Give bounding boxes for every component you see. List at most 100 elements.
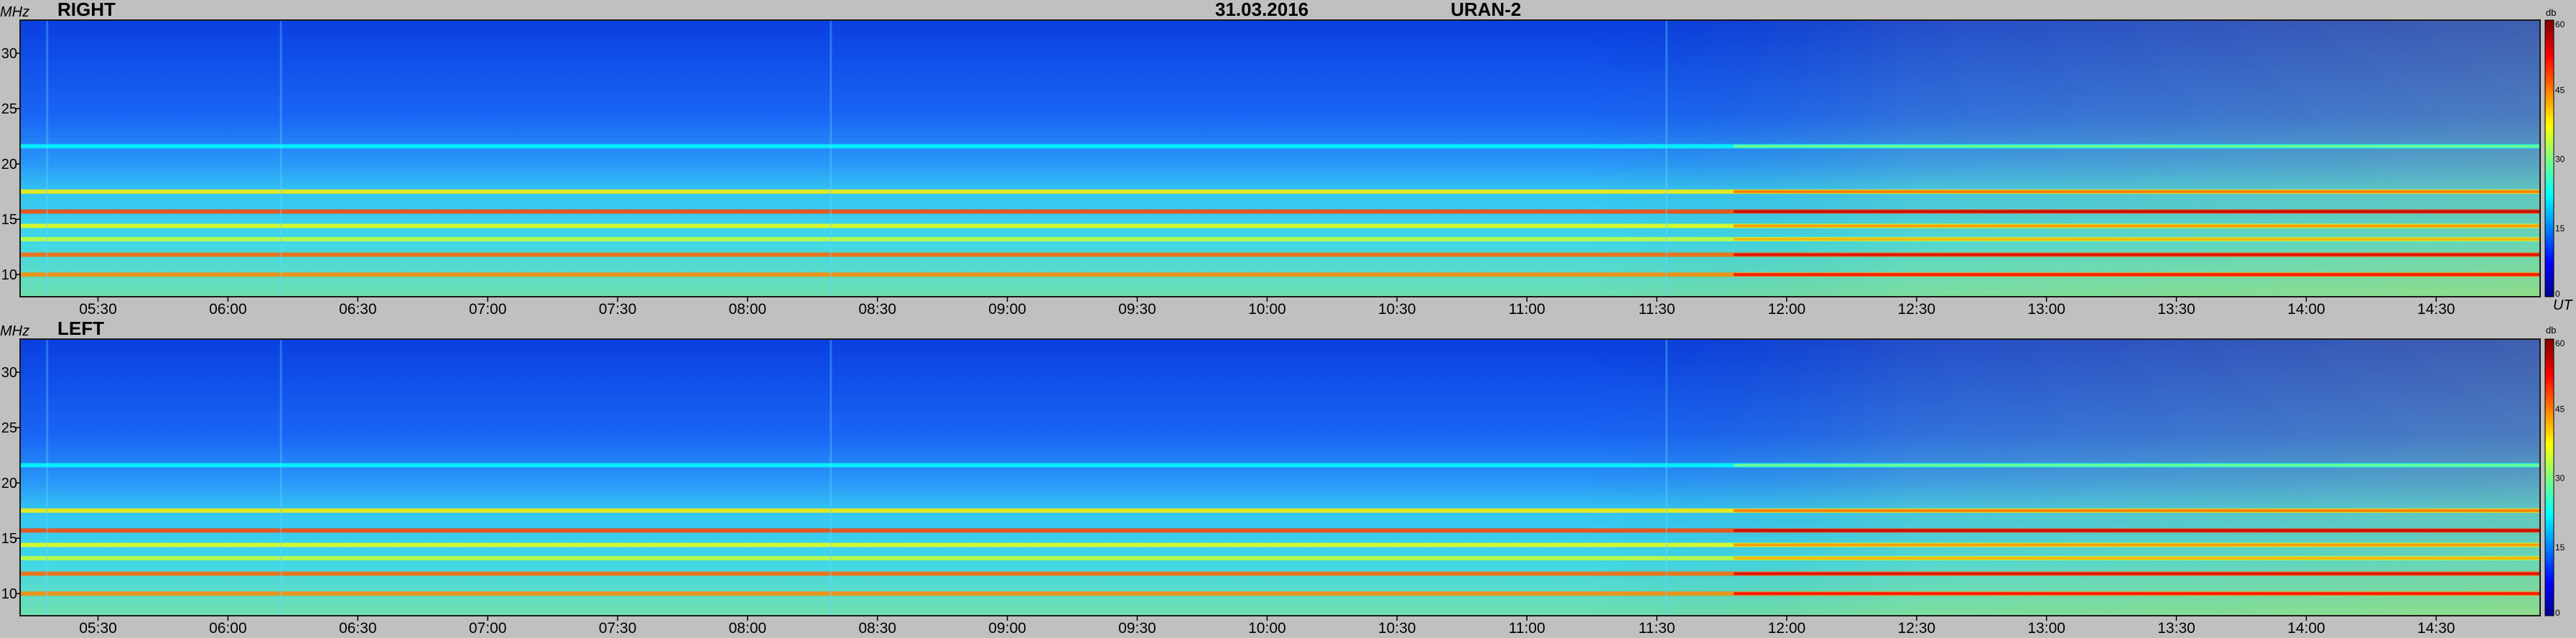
colorbar-tick-label-60: 60: [2555, 338, 2565, 348]
vertical-artifact-2: [829, 339, 832, 616]
band-late-2: [1734, 224, 2540, 228]
x-tick-label-10:00: 10:00: [1248, 620, 1286, 637]
band-late-5: [1734, 592, 2540, 596]
y-tick-label-20: 20: [1, 157, 17, 172]
band-6: [20, 463, 2540, 468]
x-tick-label-07:30: 07:30: [599, 620, 637, 637]
band-late-1: [1734, 210, 2540, 213]
colorbar-tick-label-45: 45: [2555, 404, 2565, 414]
y-unit-label-bottom: MHz: [0, 323, 30, 339]
colorbar-unit-label-top: db: [2546, 7, 2557, 18]
y-tick-label-10: 10: [1, 586, 17, 602]
chart-date-title: 31.03.2016: [1215, 0, 1309, 20]
x-tick-label-13:30: 13:30: [2157, 620, 2195, 637]
band-2: [20, 223, 2540, 228]
x-tick-label-06:30: 06:30: [339, 620, 377, 637]
x-tick-label-08:30: 08:30: [859, 301, 897, 318]
colorbar-tick-label-45: 45: [2555, 85, 2565, 95]
x-tick-label-14:00: 14:00: [2287, 620, 2325, 637]
x-tick-label-09:00: 09:00: [988, 301, 1026, 318]
x-tick-label-05:30: 05:30: [79, 620, 117, 637]
colorbar-unit-label-bottom: db: [2546, 325, 2557, 336]
colorbar-tick-label-15: 15: [2555, 223, 2565, 234]
x-tick-label-08:30: 08:30: [859, 620, 897, 637]
x-tick-label-10:00: 10:00: [1248, 301, 1286, 318]
y-unit-label-top: MHz: [0, 4, 30, 20]
colorbar: [2544, 338, 2554, 616]
x-tick-label-09:30: 09:30: [1118, 301, 1156, 318]
colorbar-tick-label-60: 60: [2555, 19, 2565, 29]
y-tick-label-20: 20: [1, 476, 17, 491]
panels-layer: 10 15 20 25 30 05:30 06:00 06:30 07:00 07:30 08:00…: [1, 19, 2565, 637]
colorbar-tick-label-15: 15: [2555, 542, 2565, 553]
band-5: [20, 591, 2540, 596]
x-tick-label-06:00: 06:00: [209, 620, 247, 637]
x-tick-label-07:00: 07:00: [469, 620, 507, 637]
vertical-artifact-2: [829, 20, 832, 297]
instrument-title: URAN-2: [1451, 0, 1522, 20]
x-tick-label-11:00: 11:00: [1509, 301, 1545, 318]
panel-label-right: RIGHT: [57, 0, 116, 20]
band-4: [20, 252, 2540, 257]
panel-label-left: LEFT: [57, 318, 104, 339]
band-late-0: [1734, 509, 2540, 512]
x-tick-label-14:30: 14:30: [2417, 301, 2455, 318]
vertical-artifact-1: [279, 20, 282, 297]
vertical-artifact-3: [1665, 339, 1668, 616]
y-tick-label-10: 10: [1, 267, 17, 283]
y-tick-label-25: 25: [1, 420, 17, 436]
band-late-6: [1734, 463, 2540, 467]
band-1: [20, 528, 2540, 533]
colorbar-tick-label-0: 0: [2555, 289, 2560, 299]
vertical-artifact-1: [279, 339, 282, 616]
band-late-0: [1734, 190, 2540, 193]
x-tick-label-07:00: 07:00: [469, 301, 507, 318]
band-late-1: [1734, 529, 2540, 532]
y-tick-label-30: 30: [1, 46, 17, 62]
heatmap-late-enhancement: [20, 20, 2540, 297]
x-tick-label-05:30: 05:30: [79, 301, 117, 318]
x-tick-label-07:30: 07:30: [599, 301, 637, 318]
band-2: [20, 542, 2540, 547]
band-late-4: [1734, 572, 2540, 575]
band-4: [20, 571, 2540, 576]
band-3: [20, 236, 2540, 241]
x-tick-label-14:00: 14:00: [2287, 301, 2325, 318]
x-tick-label-11:00: 11:00: [1509, 620, 1545, 637]
band-late-4: [1734, 253, 2540, 256]
plot-frame: [19, 338, 2541, 616]
band-late-6: [1734, 144, 2540, 148]
band-late-3: [1734, 556, 2540, 560]
x-tick-label-14:30: 14:30: [2417, 620, 2455, 637]
y-tick-label-30: 30: [1, 365, 17, 381]
x-tick-label-09:00: 09:00: [988, 620, 1026, 637]
colorbar-tick-label-30: 30: [2555, 473, 2565, 484]
spectrogram-panel-left: 10 15 20 25 30 05:30 06:00 06:30 07:00 07:30 08:00…: [1, 338, 2565, 637]
band-1: [20, 209, 2540, 214]
spectrogram-panel-right: 10 15 20 25 30 05:30 06:00 06:30 07:00 07:30 08:00…: [1, 19, 2565, 318]
band-late-2: [1734, 543, 2540, 547]
heatmap-late-enhancement: [20, 339, 2540, 616]
x-tick-label-13:00: 13:00: [2027, 620, 2065, 637]
y-tick-label-25: 25: [1, 101, 17, 117]
x-tick-label-06:00: 06:00: [209, 301, 247, 318]
x-tick-label-13:30: 13:30: [2157, 301, 2195, 318]
y-tick-label-15: 15: [1, 531, 17, 547]
x-tick-label-12:30: 12:30: [1898, 620, 1936, 637]
x-tick-label-09:30: 09:30: [1118, 620, 1156, 637]
x-tick-label-06:30: 06:30: [339, 301, 377, 318]
band-late-3: [1734, 237, 2540, 241]
x-tick-label-11:30: 11:30: [1639, 620, 1675, 637]
band-6: [20, 144, 2540, 149]
x-tick-label-13:00: 13:00: [2027, 301, 2065, 318]
x-tick-label-08:00: 08:00: [729, 620, 767, 637]
colorbar-tick-label-0: 0: [2555, 608, 2560, 618]
plot-frame: [19, 19, 2541, 297]
band-5: [20, 272, 2540, 277]
band-late-5: [1734, 273, 2540, 277]
x-tick-label-12:00: 12:00: [1768, 620, 1806, 637]
x-tick-label-11:30: 11:30: [1639, 301, 1675, 318]
band-0: [20, 189, 2540, 194]
vertical-artifact-3: [1665, 20, 1668, 297]
